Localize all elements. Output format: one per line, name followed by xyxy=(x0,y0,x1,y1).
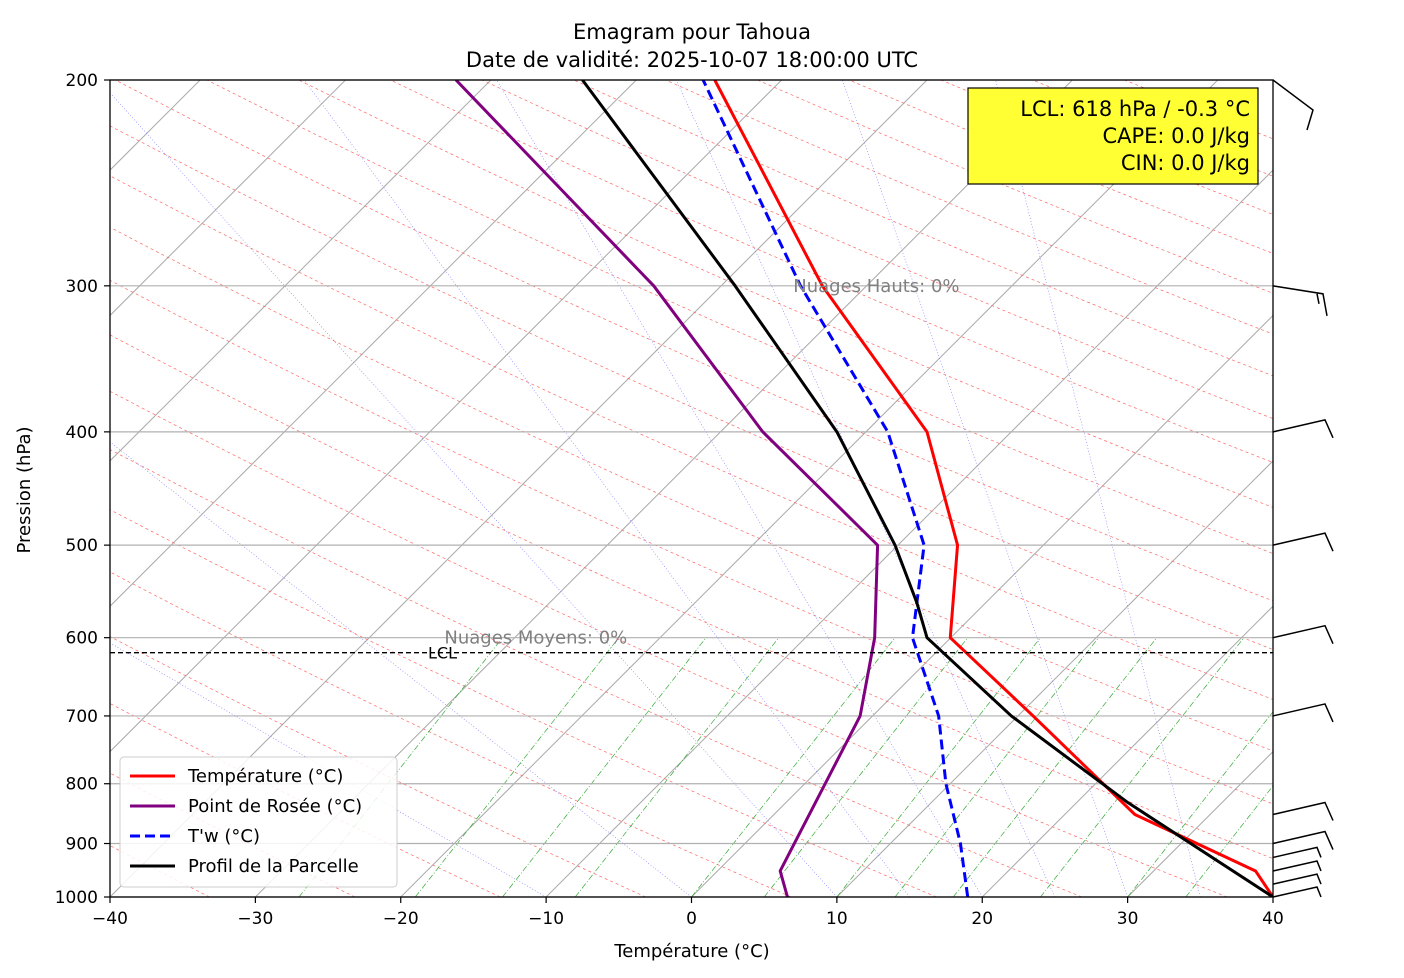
legend-label: Point de Rosée (°C) xyxy=(188,796,362,817)
x-tick-label: −20 xyxy=(383,909,419,929)
y-tick-label: 900 xyxy=(66,835,98,855)
x-tick-label: 30 xyxy=(1117,909,1139,929)
info-box-background xyxy=(967,87,1259,185)
wind-barb xyxy=(1272,79,1314,131)
info-lcl: LCL: 618 hPa / -0.3 °C xyxy=(1020,97,1250,121)
dry-adiabat-line xyxy=(848,80,1273,254)
legend: Température (°C) Point de Rosée (°C) T'w (… xyxy=(119,756,398,888)
legend-label: T'w (°C) xyxy=(187,826,260,847)
legend-label: Profil de la Parcelle xyxy=(188,856,359,877)
x-tick-label: −40 xyxy=(92,909,128,929)
x-tick-label: 10 xyxy=(826,909,848,929)
annotations: Nuages Hauts: 0% Nuages Moyens: 0% xyxy=(444,276,959,649)
x-axis-ticks: −40 −30 −20 −10 0 10 20 30 40 xyxy=(92,897,1284,929)
mixing-ratio-line xyxy=(952,637,1157,897)
legend-label: Température (°C) xyxy=(187,766,343,787)
isotherm-line xyxy=(545,169,1273,897)
x-tick-label: 20 xyxy=(971,909,993,929)
mixing-ratio-line xyxy=(415,637,620,897)
y-tick-label: 700 xyxy=(66,707,98,727)
series-line-1 xyxy=(454,80,880,897)
dry-adiabat-line xyxy=(665,80,1273,335)
isotherm-line xyxy=(1127,750,1273,897)
dry-adiabat-line xyxy=(390,80,1273,463)
wind-barbs xyxy=(1272,79,1334,898)
y-axis-label: Pression (hPa) xyxy=(14,426,35,553)
lcl-marker: LCL xyxy=(110,644,1273,663)
chart-subtitle: Date de validité: 2025-10-07 18:00:00 UT… xyxy=(466,48,918,72)
dry-adiabat-line xyxy=(757,80,1273,294)
chart-title: Emagram pour Tahoua xyxy=(573,20,811,44)
series-lines xyxy=(454,80,1273,897)
mixing-ratio-line xyxy=(1185,785,1273,897)
info-cape: CAPE: 0.0 J/kg xyxy=(1102,124,1250,148)
wind-barb xyxy=(1272,285,1328,316)
mixing-ratio-line xyxy=(691,637,896,897)
y-tick-label: 800 xyxy=(66,775,98,795)
y-tick-label: 200 xyxy=(66,71,98,91)
series-line-3 xyxy=(581,80,1273,897)
dry-adiabat-line xyxy=(206,80,1273,554)
wind-barb xyxy=(1272,873,1322,885)
isotherm-line xyxy=(400,80,1219,897)
info-box: LCL: 618 hPa / -0.3 °C CAPE: 0.0 J/kg CI… xyxy=(967,87,1259,185)
wind-barb xyxy=(1272,886,1322,898)
isotherm-line xyxy=(836,460,1273,897)
wind-barb xyxy=(1272,860,1322,872)
isotherm-line xyxy=(110,80,346,317)
legend-frame xyxy=(119,756,398,888)
dry-adiabat-line xyxy=(110,334,1273,859)
wind-barb xyxy=(1272,846,1322,859)
isotherm-line xyxy=(110,80,637,607)
wind-barb xyxy=(1272,624,1334,644)
cloud-annotation: Nuages Hauts: 0% xyxy=(793,276,959,297)
series-line-2 xyxy=(701,80,970,897)
dry-adiabat-line xyxy=(110,390,1228,897)
x-tick-label: 0 xyxy=(686,909,697,929)
wind-barb xyxy=(1272,418,1334,439)
lcl-label: LCL xyxy=(428,644,457,663)
wind-barb xyxy=(1272,830,1334,850)
isotherm-line xyxy=(981,605,1273,897)
dry-adiabat-line xyxy=(940,80,1273,215)
x-axis-label: Température (°C) xyxy=(613,941,769,962)
mixing-ratio-line xyxy=(574,637,779,897)
moist-adiabat-line xyxy=(303,80,910,897)
y-tick-label: 400 xyxy=(66,423,98,443)
cloud-annotation: Nuages Moyens: 0% xyxy=(444,628,627,649)
moist-adiabat-line xyxy=(842,80,1128,897)
x-tick-label: −30 xyxy=(237,909,273,929)
y-tick-label: 600 xyxy=(66,629,98,649)
isotherm-line xyxy=(110,80,782,753)
y-axis-ticks: 1000 900 800 700 600 500 400 300 200 xyxy=(55,71,110,908)
y-tick-label: 300 xyxy=(66,277,98,297)
wind-barb xyxy=(1272,703,1334,723)
moist-adiabat-line xyxy=(110,642,547,897)
isotherm-line xyxy=(110,80,492,462)
isotherm-line xyxy=(1272,896,1273,897)
info-cin: CIN: 0.0 J/kg xyxy=(1121,151,1250,175)
background-lines xyxy=(110,80,1273,897)
dry-adiabat-line xyxy=(298,80,1273,508)
wind-barb xyxy=(1272,532,1334,552)
series-line-0 xyxy=(713,80,1273,897)
isotherm-line xyxy=(691,314,1273,897)
wind-barb xyxy=(1272,801,1334,821)
moist-adiabat-line xyxy=(995,80,1201,897)
dry-adiabat-line xyxy=(114,80,1273,602)
x-tick-label: −10 xyxy=(528,909,564,929)
dry-adiabat-line xyxy=(1124,80,1273,140)
moist-adiabat-line xyxy=(496,80,983,897)
dry-adiabat-line xyxy=(573,80,1273,377)
y-tick-label: 500 xyxy=(66,536,98,556)
y-tick-label: 1000 xyxy=(55,888,98,908)
x-tick-label: 40 xyxy=(1262,909,1284,929)
